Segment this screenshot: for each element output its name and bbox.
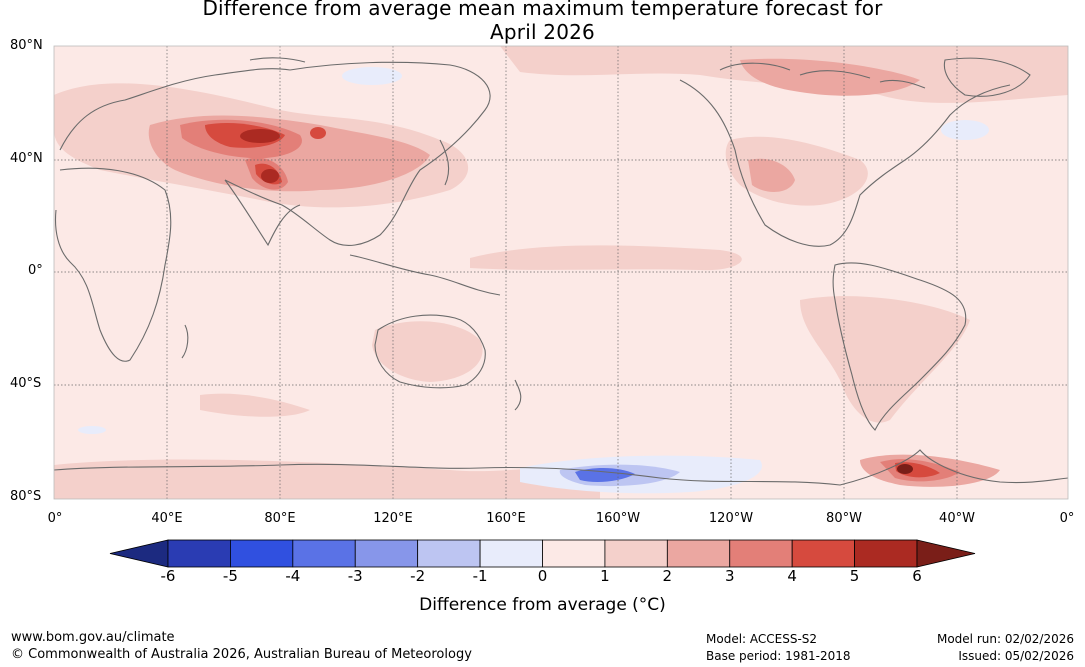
colorbar-tick-label: 5 — [849, 567, 860, 585]
title-line-1: Difference from average mean maximum tem… — [202, 0, 883, 20]
lon-label-0-right: 0° — [1059, 511, 1075, 526]
colorbar-tick-label: -6 — [160, 567, 176, 585]
coastline-japan — [439, 139, 450, 186]
anomaly-region-tropical-pacific — [470, 245, 742, 271]
anomaly-peak-caspian — [240, 129, 280, 143]
colorbar-tick-label: 1 — [600, 567, 610, 585]
lon-label-120e: 120°E — [373, 511, 413, 526]
colorbar-tick-label: -4 — [285, 567, 301, 585]
coastline-south-america — [832, 262, 967, 431]
coastline-arctic-islands — [249, 57, 926, 89]
anomaly-region-south-america — [800, 296, 970, 423]
coastlines — [54, 57, 1068, 486]
colorbar-tick-label: -2 — [410, 567, 426, 585]
coastline-greenland — [943, 57, 1031, 97]
footer-model: Model: ACCESS-S2 — [706, 632, 818, 646]
footer-base-period: Base period: 1981-2018 — [706, 649, 851, 663]
colorbar-swatch — [604, 539, 668, 568]
lon-label-80e: 80°E — [264, 511, 296, 526]
colorbar-tick-label: 0 — [537, 567, 548, 585]
anomaly-region-ross-peak — [575, 468, 635, 482]
colorbar-swatches — [109, 539, 976, 568]
chart-title: Difference from average mean maximum tem… — [0, 0, 1085, 44]
lon-label-40w: 40°W — [939, 511, 975, 526]
colorbar-swatch — [729, 539, 793, 568]
colorbar-label: Difference from average (°C) — [419, 595, 666, 615]
colorbar-swatch — [417, 539, 481, 568]
colorbar-swatch — [791, 539, 855, 568]
lat-label-40s: 40°S — [10, 376, 42, 391]
anomaly-peak-mongolia — [310, 127, 326, 139]
lat-label-80s: 80°S — [10, 489, 42, 504]
colorbar — [109, 539, 976, 568]
footer-copyright: © Commonwealth of Australia 2026, Austra… — [11, 647, 472, 662]
lon-label-80w: 80°W — [826, 511, 862, 526]
colorbar-swatch — [230, 539, 294, 568]
anomaly-region-antarctic-coast — [54, 459, 600, 499]
anomaly-region-south-atlantic — [200, 393, 310, 417]
footer-issued: Issued: 05/02/2026 — [958, 649, 1074, 663]
lon-label-40e: 40°E — [151, 511, 183, 526]
coastline-north-america — [679, 79, 1011, 247]
anomaly-region-usa-south — [748, 158, 795, 192]
coastline-new-zealand — [514, 379, 522, 411]
colorbar-swatch — [542, 539, 606, 568]
coastline-india — [224, 179, 301, 247]
anomaly-region-southern-ocean-cool — [78, 426, 106, 434]
lon-label-120w: 120°W — [708, 511, 754, 526]
anomaly-region-hudson-cool — [941, 120, 989, 140]
coastline-europe — [59, 68, 291, 151]
colorbar-tick-label: -5 — [222, 567, 238, 585]
anomaly-peak-peninsula — [897, 464, 913, 474]
coastline-southeast-asia — [349, 254, 501, 296]
lat-label-80n: 80°N — [10, 38, 43, 53]
coastline-australia — [374, 314, 486, 389]
map-panel: 80°N 40°N 0° 40°S 80°S 0° 40°E 80°E 120°… — [10, 38, 1075, 526]
anomaly-region-australia — [372, 321, 483, 382]
colorbar-tick-label: 2 — [662, 567, 673, 585]
colorbar-swatch — [354, 539, 419, 568]
coastline-antarctica — [54, 449, 1068, 486]
lon-label-160w: 160°W — [595, 511, 641, 526]
anomaly-peak-tibet — [261, 169, 279, 183]
gridlines — [54, 46, 1068, 499]
lon-label-0-left: 0° — [47, 511, 63, 526]
colorbar-swatch — [167, 539, 231, 568]
map-frame — [53, 45, 1069, 500]
coastline-madagascar — [181, 324, 189, 359]
colorbar-swatch — [854, 539, 918, 568]
lat-label-equator: 0° — [28, 263, 43, 278]
colorbar-tick-label: -3 — [347, 567, 363, 585]
footer-website: www.bom.gov.au/climate — [11, 630, 175, 645]
lat-label-40n: 40°N — [10, 151, 43, 166]
colorbar-swatch — [292, 539, 356, 568]
coastline-africa — [54, 167, 172, 362]
title-line-2: April 2026 — [490, 20, 595, 44]
colorbar-tick-label: 3 — [724, 567, 735, 585]
lon-label-160e: 160°E — [486, 511, 526, 526]
anomaly-region-siberia-cool — [342, 67, 402, 85]
colorbar-tick-label: 4 — [787, 567, 797, 585]
colorbar-tick-label: 6 — [912, 567, 922, 585]
map-svg — [53, 45, 1069, 500]
colorbar-swatch — [666, 539, 731, 568]
colorbar-tick-label: -1 — [472, 567, 488, 585]
colorbar-swatch — [479, 539, 543, 568]
colorbar-extension-high — [916, 539, 976, 568]
colorbar-extension-low — [109, 539, 169, 568]
coastline-asia — [224, 61, 491, 246]
footer-model-run: Model run: 02/02/2026 — [936, 632, 1074, 646]
